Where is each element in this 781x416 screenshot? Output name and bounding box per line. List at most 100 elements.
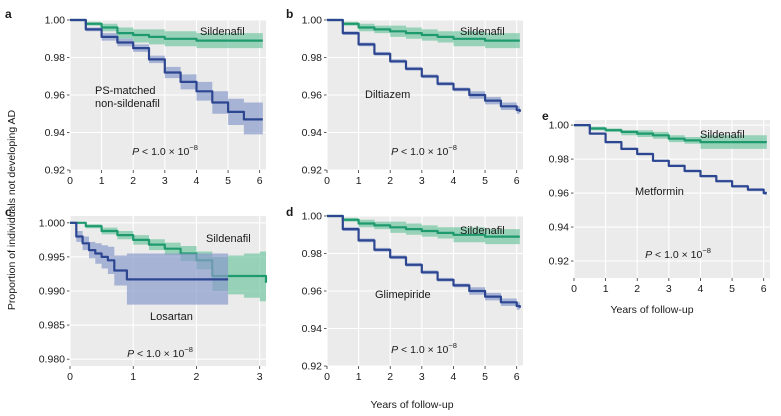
x-tick-label: 1 [603, 283, 609, 295]
x-tick-label: 5 [482, 175, 488, 187]
x-tick-label: 4 [451, 371, 457, 383]
x-tick-label: 1 [99, 175, 105, 187]
panel-b: 0.92 0.94 0.96 0.98 1.00 0 1 2 3 4 5 6 Sildenafil Dil… [286, 7, 523, 187]
series-line-sildenafil [574, 124, 767, 144]
ci-band-comparator [327, 20, 520, 116]
x-axis-title-panel-d: Years of follow-up [370, 399, 453, 411]
y-tick-label: 0.92 [45, 165, 66, 177]
series-label: Sildenafil [700, 129, 745, 141]
p-value-annotation: P < 1.0 × 10−8 [132, 143, 198, 158]
x-tick-label: 3 [419, 175, 425, 187]
y-tick-label: 1.00 [549, 120, 570, 132]
x-tick-label: 0 [571, 283, 577, 295]
series-label: Losartan [150, 311, 193, 323]
x-tick-label: 4 [194, 175, 200, 187]
x-tick-label: 0 [67, 175, 73, 187]
y-tick-label: 1.000 [39, 217, 65, 229]
panel-letter: e [542, 109, 549, 123]
series-label: Diltiazem [365, 89, 410, 101]
y-tick-label: 0.990 [39, 286, 65, 298]
y-tick-label: 0.94 [549, 222, 570, 234]
x-tick-label: 2 [634, 283, 640, 295]
y-tick-label: 0.98 [302, 248, 323, 260]
series-label: Glimepiride [375, 289, 431, 301]
y-tick-label: 0.94 [45, 127, 66, 139]
x-tick-label: 6 [761, 283, 767, 295]
x-tick-label: 0 [67, 371, 73, 383]
series-label: PS-matched [95, 85, 156, 97]
series-line-sildenafil [327, 18, 520, 42]
x-axis-title-panel-e: Years of follow-up [610, 304, 693, 316]
x-tick-label: 3 [666, 283, 672, 295]
y-tick-label: 1.00 [302, 15, 323, 27]
x-tick-label: 5 [729, 283, 735, 295]
y-tick-label: 0.92 [302, 165, 323, 177]
y-tick-label: 0.98 [302, 52, 323, 64]
series-line-comparator [574, 124, 767, 195]
x-tick-label: 2 [387, 371, 393, 383]
panel-letter: c [5, 205, 12, 219]
series-line-comparator [327, 18, 521, 112]
x-tick-label: 3 [419, 371, 425, 383]
panel-d: 0.92 0.94 0.96 0.98 1.00 0 1 2 3 4 5 6 Sildenafil Gli… [286, 205, 523, 383]
ci-band-comparator [70, 20, 263, 135]
x-tick-label: 2 [130, 175, 136, 187]
x-tick-label: 6 [514, 371, 520, 383]
series-label: Sildenafil [460, 225, 505, 237]
panel-letter: b [286, 7, 293, 21]
y-tick-label: 0.98 [549, 154, 570, 166]
chart-panels: 0.920.940.960.981.000 1 2 3 4 5 6SildenafilPS-… [5, 7, 770, 383]
y-tick-label: 0.96 [302, 286, 323, 298]
panel-a: 0.92 0.94 0.96 0.98 1.00 0 1 2 3 4 5 6 Sildenafil PS-… [5, 7, 266, 187]
y-tick-label: 0.96 [45, 90, 66, 102]
series-label: Sildenafil [460, 26, 505, 38]
p-value-annotation: P < 1.0 × 10−8 [645, 246, 711, 261]
series-label: Sildenafil [200, 26, 245, 38]
series-line-sildenafil [70, 221, 268, 283]
x-tick-label: 6 [257, 175, 263, 187]
panel-letter: d [286, 205, 293, 219]
y-tick-label: 0.980 [39, 354, 65, 366]
series-line-comparator [70, 221, 229, 281]
ci-band-comparator [70, 222, 229, 305]
y-tick-label: 0.94 [302, 323, 323, 335]
x-tick-label: 5 [482, 371, 488, 383]
series-label: Sildenafil [206, 233, 251, 245]
y-tick-label: 0.92 [302, 361, 323, 373]
y-tick-label: 0.92 [549, 256, 570, 268]
panel-c: 0.980 0.985 0.990 0.995 1.000 0 1 2 3 Sildenafil L… [5, 205, 268, 383]
y-tick-label: 0.96 [302, 90, 323, 102]
panel-letter: a [5, 7, 12, 21]
x-tick-label: 1 [356, 175, 362, 187]
panel-e: 0.92 0.94 0.96 0.98 1.00 0 1 2 3 4 5 6 Sildenafil Met… [542, 109, 770, 295]
x-tick-label: 6 [514, 175, 520, 187]
x-tick-label: 3 [257, 371, 263, 383]
series-line-comparator [327, 214, 521, 308]
y-axis-title: Proportion of individuals not developing… [6, 109, 18, 310]
x-tick-label: 0 [324, 175, 330, 187]
p-value-annotation: P < 1.0 × 10−8 [391, 341, 457, 356]
y-tick-label: 0.94 [302, 127, 323, 139]
y-tick-label: 0.995 [39, 251, 65, 263]
p-value-annotation: P < 1.0 × 10−8 [391, 143, 457, 158]
x-tick-label: 0 [324, 371, 330, 383]
x-tick-label: 1 [356, 371, 362, 383]
x-tick-label: 4 [451, 175, 457, 187]
series-line-sildenafil [70, 18, 263, 42]
series-label: Metformin [635, 186, 684, 198]
y-tick-label: 1.00 [45, 15, 66, 27]
y-tick-label: 0.98 [45, 52, 66, 64]
x-tick-label: 2 [387, 175, 393, 187]
p-value-annotation: P < 1.0 × 10−8 [127, 345, 193, 360]
x-tick-label: 2 [194, 371, 200, 383]
series-line-comparator [70, 18, 263, 121]
y-tick-label: 0.96 [549, 188, 570, 200]
ci-band-comparator [327, 216, 520, 312]
y-tick-label: 1.00 [302, 211, 323, 223]
x-tick-label: 4 [698, 283, 704, 295]
x-tick-label: 1 [130, 371, 136, 383]
x-tick-label: 5 [225, 175, 231, 187]
y-tick-label: 0.985 [39, 320, 65, 332]
series-line-sildenafil [327, 214, 520, 238]
